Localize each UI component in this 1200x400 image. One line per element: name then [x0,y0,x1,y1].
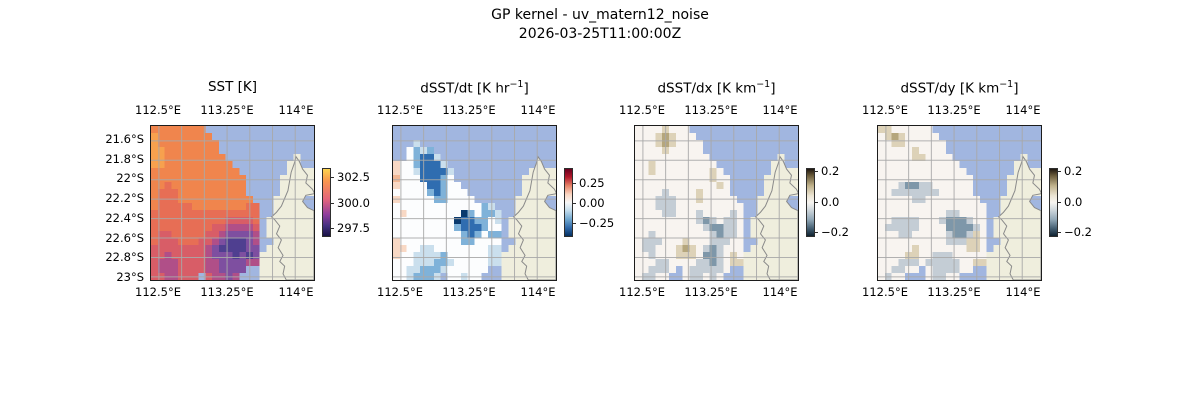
panel-title-dsst_dy: dSST/dy [K km−1] [900,79,1019,97]
map-box-sst [150,125,315,281]
colorbar-tick [330,202,334,204]
x-tick-label: 114°E [278,285,314,299]
x-tick-label: 112.5°E [619,103,665,117]
colorbar-tick-label: −0.25 [579,215,615,230]
x-tick-label: 112.5°E [862,103,908,117]
x-axis-top-dsst_dt: 112.5°E 113.25°E 114°E [377,103,557,118]
colorbar-tick [1057,171,1061,173]
map-box-dsst_dy [877,125,1042,281]
x-tick-label: 114°E [520,103,556,117]
colorbar-tick-label: 302.5 [337,169,370,184]
x-axis-top-dsst_dx: 112.5°E 113.25°E 114°E [619,103,799,118]
colorbar-tick [814,171,818,173]
colorbar-sst [322,168,331,237]
x-axis-bot-dsst_dy: 112.5°E 113.25°E 114°E [862,285,1042,300]
y-tick-label: 22°S [116,171,144,186]
y-tick-label: 21.8°S [105,151,144,166]
colorbar-tick-label: 0.2 [1064,164,1083,179]
x-tick-label: 114°E [278,103,314,117]
x-tick-label: 112.5°E [377,103,423,117]
map-box-dsst_dx [634,125,799,281]
x-tick-label: 114°E [762,285,798,299]
colorbar-tick-label: 0.0 [821,194,840,209]
x-tick-label: 114°E [1005,103,1041,117]
colorbar-tick [814,201,818,203]
colorbar-tick-label: 300.0 [337,195,370,210]
panel-dsst_dx: dSST/dx [K km−1] 112.5°E 113.25°E 114°E 112.… [619,79,799,299]
colorbar-tick [1057,201,1061,203]
panel-title-sst: SST [K] [207,79,258,95]
colorbar-tick-label: −0.2 [1064,225,1092,240]
x-tick-label: 112.5°E [377,285,423,299]
figure-title-line1: GP kernel - uv_matern12_noise [491,7,709,23]
x-axis-bot-sst: 112.5°E 113.25°E 114°E [135,285,315,300]
x-tick-label: 112.5°E [619,285,665,299]
x-tick-label: 113.25°E [200,285,254,299]
colorbar-tick-label: −0.2 [821,225,849,240]
x-tick-label: 113.25°E [442,285,496,299]
x-axis-top-dsst_dy: 112.5°E 113.25°E 114°E [862,103,1042,118]
colorbar-tick [572,222,576,224]
x-tick-label: 112.5°E [135,103,181,117]
panel-sst: SST [K] 112.5°E 113.25°E 114°E 112.5°E 113.25… [105,79,315,299]
x-tick-label: 113.25°E [684,285,738,299]
x-tick-label: 112.5°E [135,285,181,299]
colorbar-dsst_dt [564,168,573,237]
colorbar-tick [572,202,576,204]
map-overlay-dsst_dx [635,126,798,280]
x-tick-label: 113.25°E [927,285,981,299]
colorbar-tick-label: 0.25 [579,175,605,190]
x-tick-label: 114°E [1005,285,1041,299]
map-box-dsst_dt [392,125,557,281]
y-tick-label: 22.8°S [105,250,144,265]
y-tick-label: 22.2°S [105,191,144,206]
x-axis-bot-dsst_dt: 112.5°E 113.25°E 114°E [377,285,557,300]
colorbar-dsst_dy [1049,168,1058,237]
map-overlay-sst [151,126,314,280]
y-axis-left: 21.6°S 21.8°S 22°S 22.2°S 22.4°S 22.6°S 22.8°S… [86,125,144,284]
y-tick-label: 23°S [116,269,144,284]
colorbar-tick [1057,232,1061,234]
map-overlay-dsst_dy [878,126,1041,280]
colorbar-tick-label: 0.00 [579,195,605,210]
colorbar-tick [572,182,576,184]
panel-title-dsst_dx: dSST/dx [K km−1] [657,79,776,97]
figure-title-line2: 2026-03-25T11:00:00Z [518,26,682,42]
colorbar-tick [330,176,334,178]
x-tick-label: 114°E [520,285,556,299]
y-tick-label: 22.4°S [105,210,144,225]
colorbar-dsst_dx [806,168,815,237]
x-axis-bot-dsst_dx: 112.5°E 113.25°E 114°E [619,285,799,300]
colorbar-tick-label: 297.5 [337,221,370,236]
colorbar-tick-label: 0.2 [821,164,840,179]
x-tick-label: 113.25°E [684,103,738,117]
panel-title-dsst_dt: dSST/dt [K hr−1] [420,79,529,97]
colorbar-tick-label: 0.0 [1064,194,1083,209]
colorbar-tick [330,228,334,230]
y-tick-label: 21.6°S [105,132,144,146]
map-overlay-dsst_dt [393,126,556,280]
x-tick-label: 113.25°E [200,103,254,117]
panel-dsst_dt: dSST/dt [K hr−1] 112.5°E 113.25°E 114°E 112.… [377,79,557,299]
x-tick-label: 114°E [762,103,798,117]
x-tick-label: 112.5°E [862,285,908,299]
x-axis-top-sst: 112.5°E 113.25°E 114°E [135,103,315,118]
y-tick-label: 22.6°S [105,230,144,245]
x-tick-label: 113.25°E [442,103,496,117]
x-tick-label: 113.25°E [927,103,981,117]
colorbar-tick [814,232,818,234]
panel-dsst_dy: dSST/dy [K km−1] 112.5°E 113.25°E 114°E 112.… [862,79,1042,299]
